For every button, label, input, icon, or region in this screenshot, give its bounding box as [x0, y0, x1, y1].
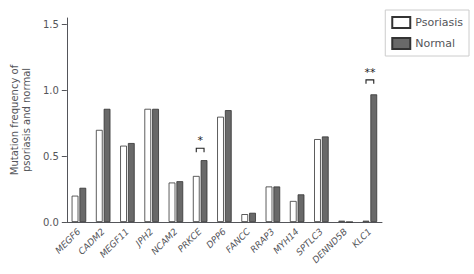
svg-text:KLC1: KLC1 — [350, 226, 373, 249]
svg-text:JPH2: JPH2 — [133, 226, 156, 249]
svg-text:1.0: 1.0 — [43, 85, 59, 96]
svg-text:MYH14: MYH14 — [271, 226, 301, 256]
svg-text:psoriasis and normal: psoriasis and normal — [21, 68, 32, 172]
svg-text:DPP6: DPP6 — [204, 226, 228, 251]
svg-text:0.5: 0.5 — [43, 151, 59, 162]
svg-text:**: ** — [364, 66, 376, 79]
svg-text:RRAP3: RRAP3 — [248, 226, 277, 255]
svg-text:1.5: 1.5 — [43, 19, 59, 30]
svg-text:MEGF6: MEGF6 — [53, 226, 83, 256]
svg-text:0.0: 0.0 — [43, 217, 59, 228]
svg-text:MEGF11: MEGF11 — [98, 226, 131, 259]
svg-text:Normal: Normal — [415, 37, 455, 50]
svg-text:PRKCE: PRKCE — [176, 226, 204, 254]
svg-text:NCAM2: NCAM2 — [149, 226, 179, 256]
svg-text:*: * — [197, 134, 203, 147]
svg-text:Psoriasis: Psoriasis — [415, 16, 463, 29]
svg-text:Mutation frequency of: Mutation frequency of — [9, 64, 20, 175]
svg-text:CADM2: CADM2 — [76, 226, 107, 257]
svg-text:DENND5B: DENND5B — [310, 226, 349, 265]
svg-text:SPTLC3: SPTLC3 — [294, 226, 325, 258]
svg-text:FANCC: FANCC — [224, 226, 253, 255]
